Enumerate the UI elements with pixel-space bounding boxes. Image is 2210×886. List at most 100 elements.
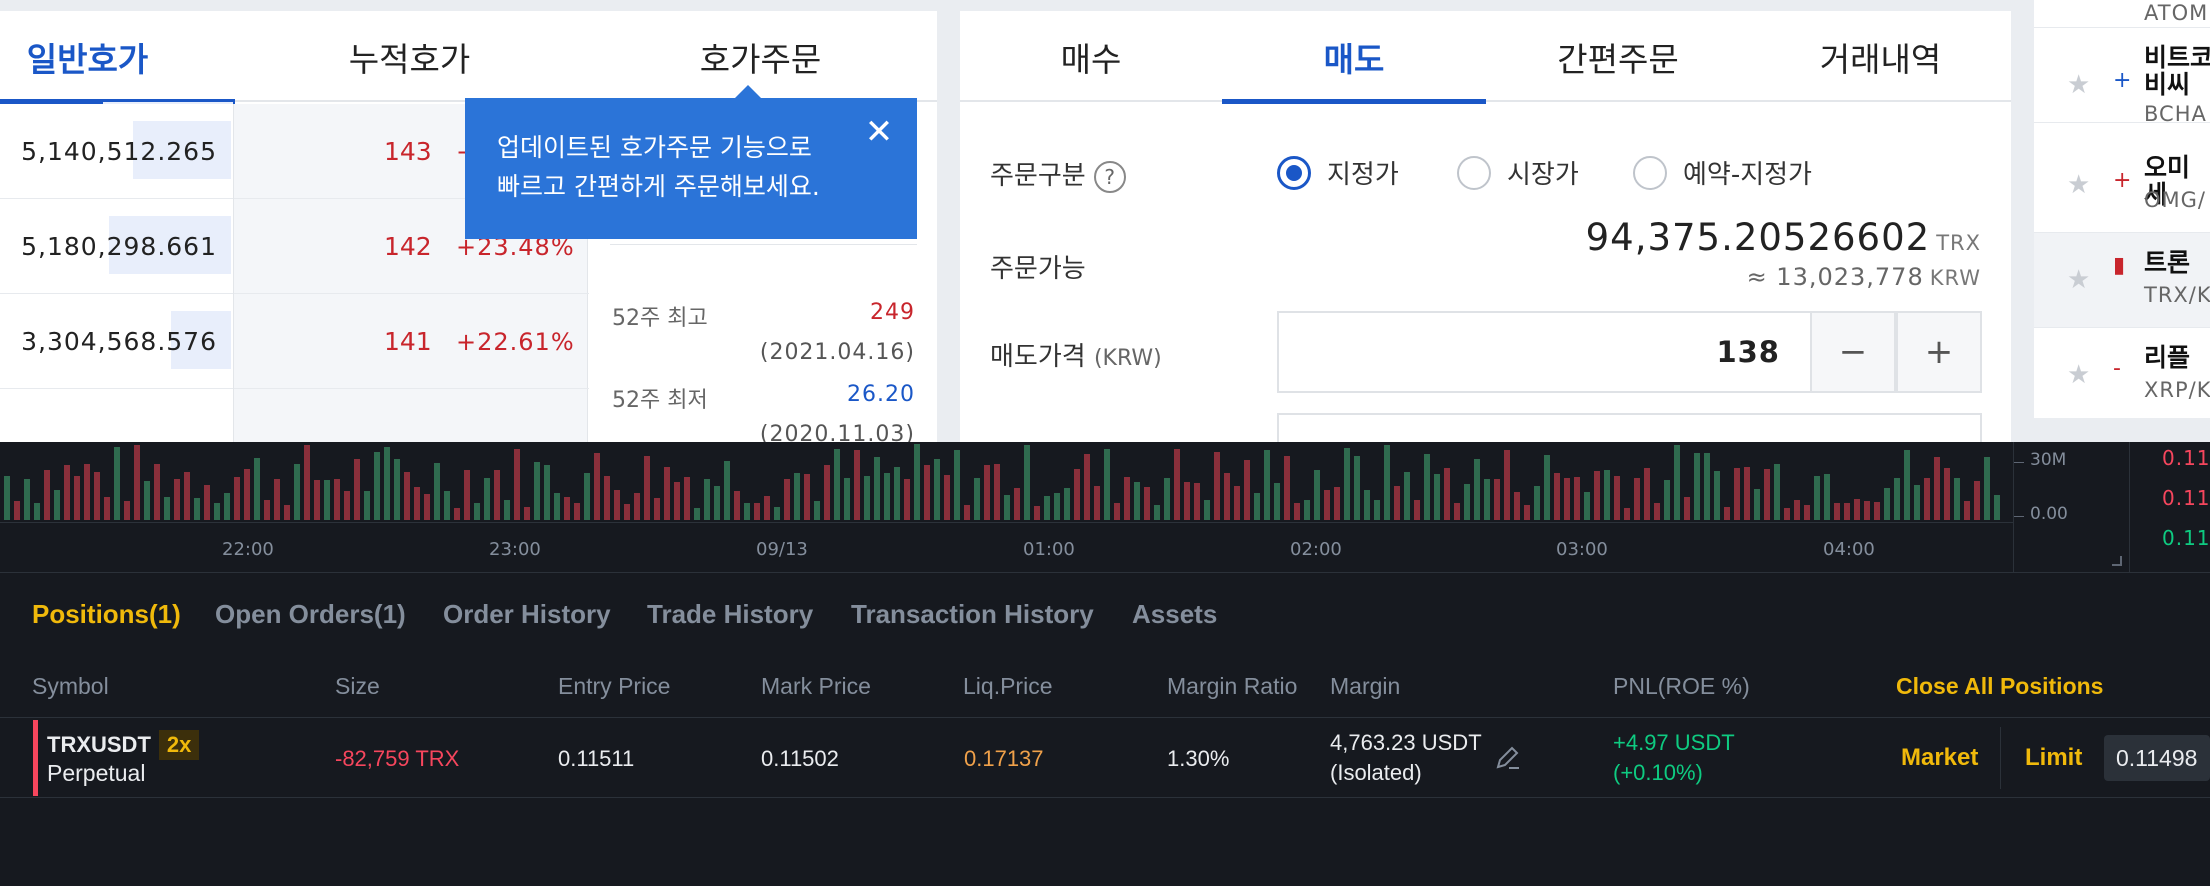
volume-bar: [554, 493, 560, 520]
axis-label-zero: 0.00: [2030, 504, 2068, 524]
tab-sell[interactable]: 매도: [1222, 11, 1486, 104]
tab-positions[interactable]: Positions(1): [32, 599, 181, 629]
volume-bar: [1864, 501, 1870, 520]
volume-bar: [1134, 482, 1140, 520]
position-symbol[interactable]: TRXUSDT 2x: [47, 730, 200, 760]
tab-simple-order[interactable]: 간편주문: [1557, 39, 1679, 79]
volume-bar: [694, 508, 700, 520]
radio-market[interactable]: 시장가: [1457, 154, 1579, 191]
radio-stop-limit[interactable]: 예약-지정가: [1633, 154, 1812, 191]
radio-icon: [1457, 155, 1491, 190]
leverage-badge[interactable]: 2x: [158, 730, 200, 760]
volume-bar: [1594, 471, 1600, 520]
list-item[interactable]: 5,180,298.661: [0, 199, 233, 294]
tab-open-orders[interactable]: Open Orders(1): [215, 599, 406, 629]
list-item[interactable]: 3,304,568.576: [0, 294, 233, 389]
coin-symbol: TRX/K: [2144, 283, 2210, 307]
coin-row-bcha[interactable]: ★ + 비트코 비씨 BCHA: [2034, 28, 2210, 126]
volume-bar: [34, 503, 40, 520]
volume-bar: [394, 459, 400, 520]
volume-bar: [1634, 478, 1640, 520]
col-liq-price: Liq.Price: [963, 673, 1053, 699]
help-icon[interactable]: ?: [1093, 160, 1126, 193]
volume-bar: [1664, 480, 1670, 520]
tab-book-order[interactable]: 호가주문: [699, 39, 822, 79]
price-column-right: 0.11 0.11 0.11: [2130, 442, 2210, 572]
volume-bar: [794, 473, 800, 520]
coin-row-omg[interactable]: ★ + 오미세 OMG/: [2034, 138, 2210, 233]
volume-bar: [1384, 445, 1390, 520]
tab-transaction-history[interactable]: Transaction History: [851, 599, 1094, 629]
volume-bar: [924, 465, 930, 520]
margin-ratio: 1.30%: [1167, 746, 1230, 771]
volume-value: 3,304,568.576: [21, 327, 217, 356]
tab-trade-history[interactable]: Trade History: [647, 599, 814, 629]
high-52w-label: 52주 최고: [612, 306, 708, 331]
volume-bar: [284, 505, 290, 520]
radio-limit[interactable]: 지정가: [1277, 154, 1399, 191]
limit-close-button[interactable]: Limit: [2025, 744, 2083, 771]
tab-normal-book[interactable]: 일반호가: [0, 11, 235, 104]
tab-history[interactable]: 거래내역: [1819, 39, 1942, 79]
close-icon[interactable]: ✕: [864, 112, 894, 152]
coin-symbol: BCHA: [2144, 102, 2207, 126]
volume-bar: [1714, 471, 1720, 520]
volume-bar: [1844, 503, 1850, 520]
volume-bar: [814, 501, 820, 520]
radio-market-label: 시장가: [1507, 160, 1579, 190]
star-icon[interactable]: ★: [2067, 265, 2091, 295]
order-type-text: 주문구분: [990, 161, 1086, 191]
list-item[interactable]: 141 +22.61%: [234, 294, 589, 389]
star-icon[interactable]: ★: [2067, 360, 2091, 390]
star-icon[interactable]: ★: [2067, 70, 2091, 100]
volume-bar: [124, 501, 130, 520]
price-decrease-button[interactable]: −: [1810, 311, 1896, 393]
volume-bar: [894, 467, 900, 520]
volume-bar: [94, 472, 100, 520]
volume-bar: [764, 496, 770, 520]
volume-bar: [1814, 476, 1820, 520]
resize-handle[interactable]: [2112, 556, 2122, 566]
volume-bar: [494, 470, 500, 520]
volume-bar: [1514, 492, 1520, 520]
coin-row-trx[interactable]: ★ ▮ 트론 TRX/K: [2034, 233, 2210, 328]
list-item[interactable]: 5,140,512.265: [0, 104, 233, 199]
tab-order-history[interactable]: Order History: [443, 599, 611, 629]
volume-bar: [414, 487, 420, 520]
col-symbol: Symbol: [32, 673, 109, 699]
quantity-input[interactable]: [1277, 413, 1982, 442]
coin-row-xrp[interactable]: ★ - 리플 XRP/K: [2034, 328, 2210, 418]
volume-bar: [1204, 500, 1210, 520]
sell-price-input[interactable]: 138: [1277, 311, 1810, 393]
volume-bar: [504, 500, 510, 520]
edit-icon[interactable]: [1494, 743, 1522, 771]
volume-bar: [1964, 501, 1970, 520]
star-icon[interactable]: ★: [2067, 170, 2091, 200]
volume-bar: [1024, 445, 1030, 520]
tab-buy[interactable]: 매수: [1060, 39, 1122, 79]
volume-bar: [1084, 454, 1090, 520]
tab-cumulative-book[interactable]: 누적호가: [348, 39, 471, 79]
volume-bar: [1244, 460, 1250, 520]
coin-name: 리플: [2144, 343, 2191, 372]
volume-bar: [54, 490, 60, 520]
volume-bar: [1874, 502, 1880, 520]
volume-bar: [234, 477, 240, 520]
volume-chart[interactable]: [0, 442, 2130, 572]
volume-bar: [1294, 503, 1300, 520]
trend-icon: -: [2113, 356, 2121, 381]
close-all-positions-button[interactable]: Close All Positions: [1896, 673, 2104, 699]
market-close-button[interactable]: Market: [1901, 744, 1979, 771]
tab-assets[interactable]: Assets: [1132, 599, 1218, 629]
volume-bar: [604, 476, 610, 520]
volume-bar: [854, 450, 860, 520]
volume-bar: [754, 503, 760, 520]
price-increase-button[interactable]: +: [1896, 311, 1982, 393]
col-size: Size: [335, 673, 380, 699]
volume-bar: [1534, 486, 1540, 520]
volume-bar: [133, 121, 231, 179]
limit-price-input[interactable]: 0.11498: [2104, 735, 2210, 781]
low-52w-date: (2020.11.03): [759, 422, 915, 442]
chart-time-axis-line: [0, 522, 2013, 523]
coin-row-atom[interactable]: ATOM: [2034, 0, 2210, 28]
